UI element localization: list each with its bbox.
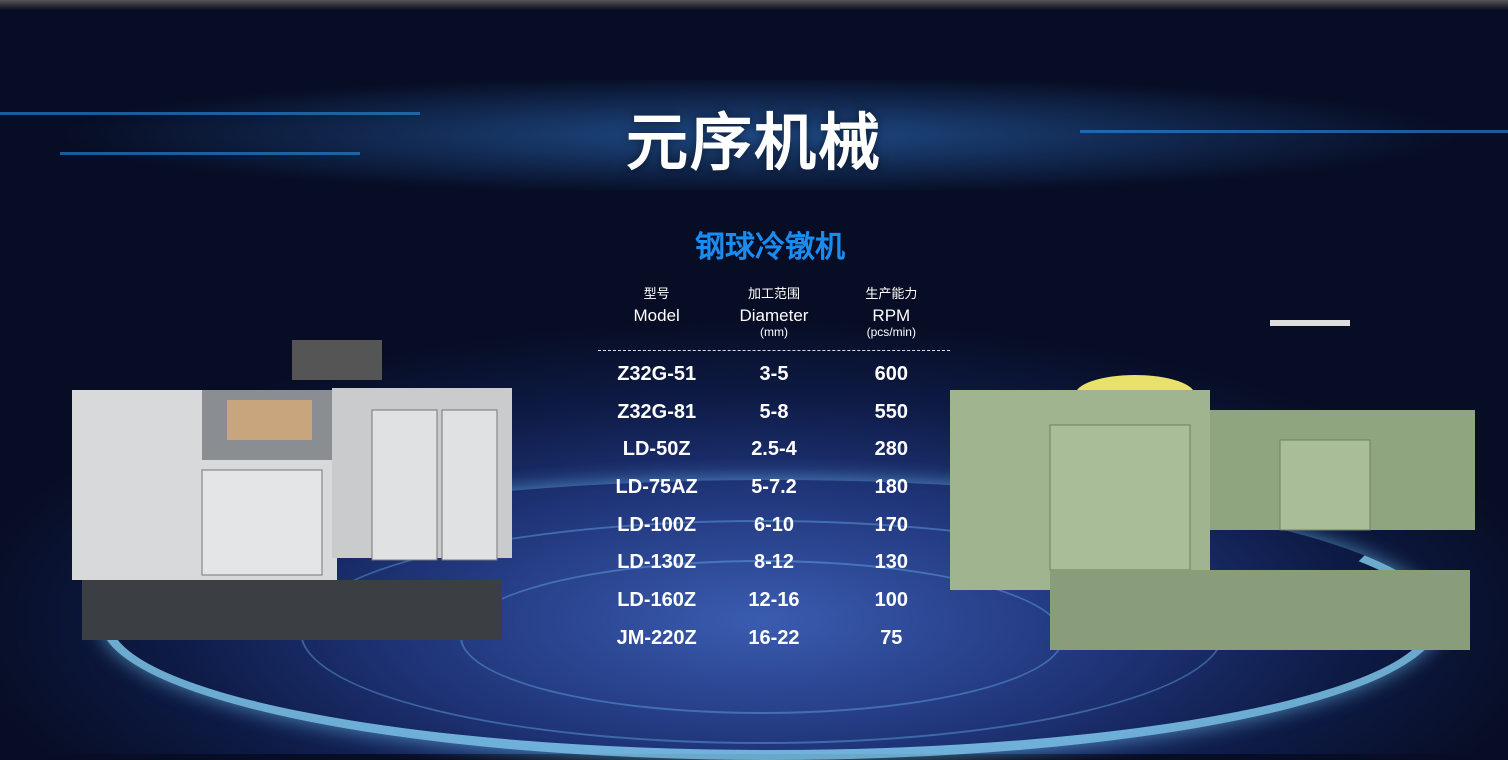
cell-rpm: 600 — [874, 363, 908, 385]
cell-rpm: 100 — [874, 589, 908, 612]
cell-rpm: 170 — [874, 513, 908, 536]
cell-diameter: 8-12 — [753, 551, 794, 574]
cell-diameter: 5-8 — [759, 400, 789, 423]
table-row: LD-160Z 12-16 100 — [598, 582, 950, 620]
machine-image-right — [950, 320, 1475, 650]
cell-model: LD-75AZ — [615, 476, 698, 499]
cell-model: Z32G-81 — [617, 400, 697, 423]
column-unit: (mm) — [760, 325, 788, 339]
cell-rpm: 75 — [880, 626, 903, 649]
table-row: LD-100Z 6-10 170 — [598, 507, 950, 545]
table-row: Z32G-51 3-5 600 — [598, 356, 950, 394]
column-diameter: 加工范围 Diameter (mm) — [715, 286, 832, 350]
top-bar — [0, 0, 1508, 10]
light-line — [60, 152, 360, 155]
cell-rpm: 180 — [874, 476, 908, 499]
page-title: 元序机械 — [625, 109, 882, 178]
cell-rpm: 130 — [874, 551, 908, 574]
cell-rpm: 280 — [874, 438, 908, 461]
cell-model: LD-160Z — [617, 589, 697, 612]
table-row: LD-130Z 8-12 130 — [598, 544, 950, 582]
column-model: 型号 Model — [598, 286, 715, 350]
column-label-en: RPM — [872, 306, 911, 325]
cell-model: LD-130Z — [617, 551, 697, 574]
cell-rpm: 550 — [874, 400, 908, 423]
product-title: 钢球冷镦机 — [695, 231, 845, 264]
cell-model: LD-100Z — [617, 513, 697, 536]
column-label-en: Diameter — [739, 306, 809, 325]
cell-diameter: 5-7.2 — [751, 476, 797, 499]
cell-model: JM-220Z — [616, 626, 697, 649]
title-glow — [0, 80, 1508, 190]
spec-table: 型号 Model 加工范围 Diameter (mm) 生产能力 RPM (pc… — [598, 286, 950, 658]
column-label-zh: 加工范围 — [747, 286, 800, 301]
column-unit: (pcs/min) — [866, 325, 916, 339]
cell-diameter: 3-5 — [759, 363, 789, 385]
cell-model: Z32G-51 — [617, 363, 697, 385]
table-body: Z32G-51 3-5 600 Z32G-81 5-8 550 LD-50Z 2.5-4 280… — [598, 351, 950, 658]
column-rpm: 生产能力 RPM (pcs/min) — [833, 286, 950, 350]
table-row: LD-75AZ 5-7.2 180 — [598, 469, 950, 507]
machine-image-left — [72, 340, 512, 640]
column-label-en: Model — [633, 306, 680, 325]
cell-diameter: 2.5-4 — [751, 438, 797, 461]
table-header: 型号 Model 加工范围 Diameter (mm) 生产能力 RPM (pc… — [598, 286, 950, 351]
cell-diameter: 16-22 — [748, 626, 800, 649]
light-line — [0, 112, 420, 115]
cell-diameter: 12-16 — [748, 589, 800, 612]
table-row: Z32G-81 5-8 550 — [598, 394, 950, 432]
table-row: JM-220Z 16-22 75 — [598, 620, 950, 658]
column-label-zh: 型号 — [643, 286, 670, 301]
column-label-zh: 生产能力 — [865, 286, 918, 301]
cell-diameter: 6-10 — [753, 513, 794, 536]
table-row: LD-50Z 2.5-4 280 — [598, 431, 950, 469]
light-line — [1080, 130, 1508, 133]
cell-model: LD-50Z — [622, 438, 691, 461]
